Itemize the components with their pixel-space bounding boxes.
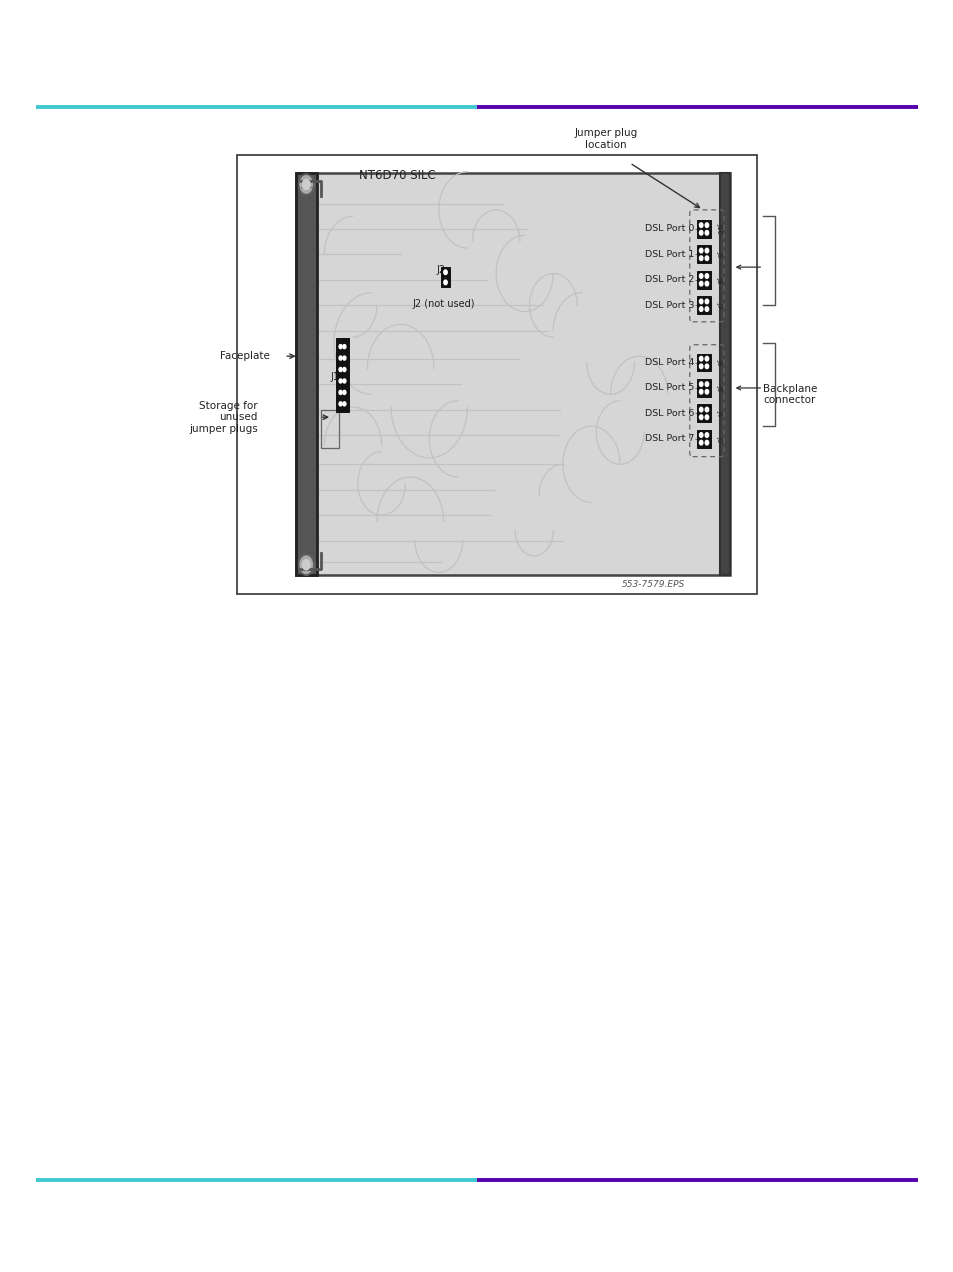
Circle shape: [338, 345, 342, 349]
Circle shape: [443, 280, 447, 285]
Circle shape: [699, 415, 702, 420]
Text: Faceplate: Faceplate: [220, 351, 270, 361]
Bar: [696, 379, 711, 397]
Circle shape: [704, 407, 708, 412]
Text: DSL Port 2: DSL Port 2: [644, 275, 694, 285]
Circle shape: [338, 391, 342, 394]
Bar: [321, 410, 338, 448]
Bar: [440, 267, 450, 287]
Text: J4: J4: [716, 410, 721, 417]
Circle shape: [342, 391, 346, 394]
Circle shape: [699, 407, 702, 412]
Bar: [696, 296, 711, 314]
Circle shape: [704, 256, 708, 261]
Text: DSL Port 7: DSL Port 7: [644, 434, 694, 444]
Text: J3: J3: [716, 435, 721, 443]
Bar: [696, 271, 711, 289]
Text: J1: J1: [331, 371, 339, 382]
Circle shape: [704, 415, 708, 420]
Circle shape: [699, 256, 702, 261]
Circle shape: [302, 179, 310, 190]
Text: DSL Port 3: DSL Port 3: [644, 300, 694, 310]
Circle shape: [338, 379, 342, 383]
Bar: [335, 338, 349, 412]
Circle shape: [298, 555, 314, 575]
Circle shape: [342, 356, 346, 360]
Text: J2 (not used): J2 (not used): [412, 299, 475, 309]
Bar: [696, 354, 711, 371]
Bar: [720, 173, 729, 575]
Text: DSL Port 5: DSL Port 5: [644, 383, 694, 393]
Circle shape: [699, 223, 702, 228]
Text: Storage for
unused
jumper plugs: Storage for unused jumper plugs: [189, 401, 257, 434]
Text: 553-7579.EPS: 553-7579.EPS: [621, 580, 684, 589]
Circle shape: [704, 281, 708, 286]
Text: J9: J9: [716, 251, 721, 258]
Bar: [295, 173, 316, 575]
Bar: [696, 245, 711, 263]
Circle shape: [704, 440, 708, 445]
Circle shape: [699, 299, 702, 304]
Circle shape: [302, 560, 310, 570]
Bar: [696, 404, 711, 422]
Circle shape: [704, 273, 708, 279]
Circle shape: [342, 402, 346, 406]
Circle shape: [704, 356, 708, 361]
Circle shape: [699, 230, 702, 235]
Circle shape: [699, 440, 702, 445]
Circle shape: [699, 432, 702, 438]
Circle shape: [342, 345, 346, 349]
Text: Backplane
connector: Backplane connector: [762, 384, 817, 404]
Circle shape: [699, 389, 702, 394]
Circle shape: [338, 356, 342, 360]
Circle shape: [338, 402, 342, 406]
Text: J6: J6: [716, 359, 721, 366]
Bar: [295, 173, 729, 575]
Text: DSL Port 1: DSL Port 1: [644, 249, 694, 259]
Circle shape: [298, 174, 314, 195]
Bar: [696, 430, 711, 448]
Circle shape: [704, 382, 708, 387]
Bar: [696, 220, 711, 238]
Circle shape: [342, 379, 346, 383]
Circle shape: [704, 364, 708, 369]
Text: NT6D70 SILC: NT6D70 SILC: [358, 169, 435, 182]
Circle shape: [342, 368, 346, 371]
Text: J10: J10: [716, 224, 721, 234]
Text: DSL Port 4: DSL Port 4: [644, 357, 694, 368]
Text: DSL Port 6: DSL Port 6: [644, 408, 694, 418]
Text: J7: J7: [716, 301, 721, 309]
Bar: [236, 155, 757, 594]
Circle shape: [699, 273, 702, 279]
Circle shape: [699, 281, 702, 286]
Text: DSL Port 0: DSL Port 0: [644, 224, 694, 234]
Circle shape: [443, 270, 447, 275]
Text: Jumper plug
location: Jumper plug location: [574, 128, 637, 150]
Circle shape: [704, 299, 708, 304]
Circle shape: [704, 432, 708, 438]
Circle shape: [699, 364, 702, 369]
Circle shape: [704, 223, 708, 228]
Circle shape: [699, 356, 702, 361]
Circle shape: [699, 382, 702, 387]
Circle shape: [704, 230, 708, 235]
Text: J2: J2: [436, 265, 446, 275]
Circle shape: [338, 368, 342, 371]
Text: J5: J5: [716, 384, 721, 392]
Circle shape: [704, 248, 708, 253]
Circle shape: [704, 307, 708, 312]
Circle shape: [704, 389, 708, 394]
Circle shape: [699, 307, 702, 312]
Text: J8: J8: [716, 276, 721, 284]
Circle shape: [699, 248, 702, 253]
